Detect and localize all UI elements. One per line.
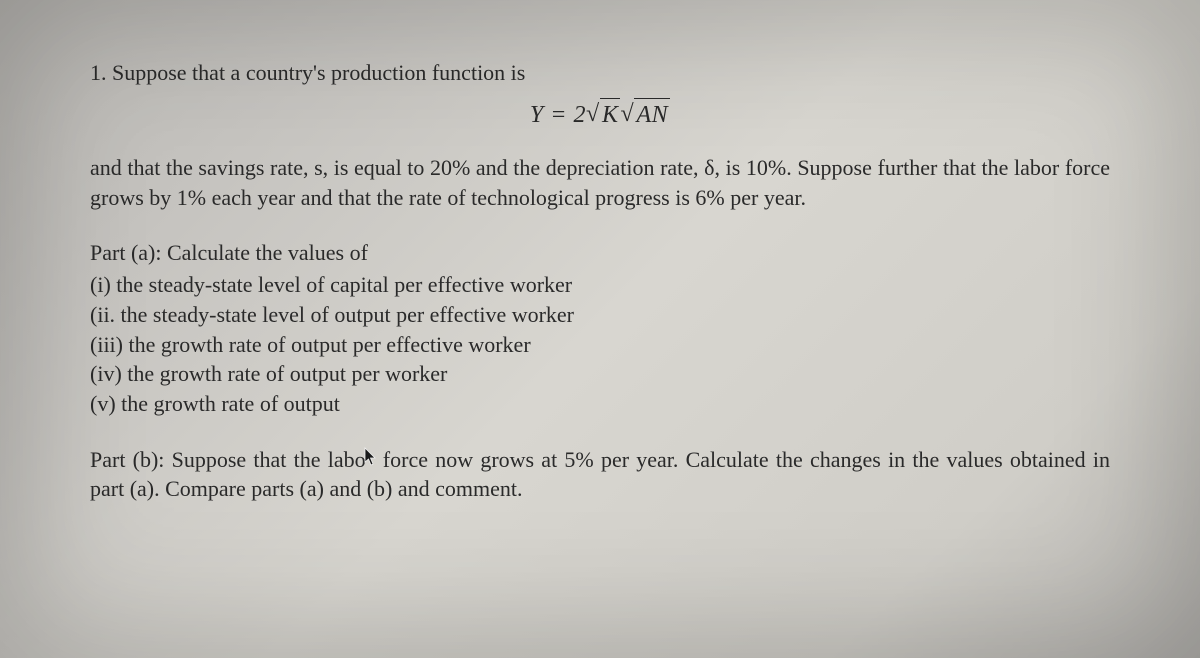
part-b-paragraph: Part (b): Suppose that the labo force no…	[90, 445, 1110, 504]
intro-text: Suppose that a country's production func…	[112, 60, 525, 85]
part-a-item-ii: (ii. the steady-state level of output pe…	[90, 300, 1110, 330]
parameters-paragraph: and that the savings rate, s, is equal t…	[90, 153, 1110, 212]
eq-sqrt-k: K	[586, 98, 621, 131]
part-b-pre-cursor: Part (b): Suppose that the labo	[90, 447, 366, 472]
eq-rad-an: AN	[634, 98, 670, 131]
document-page: 1. Suppose that a country's production f…	[0, 0, 1200, 544]
question-number: 1.	[90, 60, 107, 85]
eq-rad-k: K	[600, 98, 621, 131]
part-a-item-iv: (iv) the growth rate of output per worke…	[90, 359, 1110, 389]
part-a-item-i: (i) the steady-state level of capital pe…	[90, 270, 1110, 300]
question-intro-line: 1. Suppose that a country's production f…	[90, 58, 1110, 88]
eq-sqrt-an: AN	[620, 98, 670, 131]
eq-coef: 2	[573, 102, 586, 128]
production-function-equation: Y = 2K AN	[90, 98, 1110, 131]
eq-lhs: Y	[530, 102, 544, 128]
part-a-header: Part (a): Calculate the values of	[90, 238, 1110, 268]
eq-equals: =	[544, 102, 574, 128]
part-a-item-iii: (iii) the growth rate of output per effe…	[90, 330, 1110, 360]
part-a-item-v: (v) the growth rate of output	[90, 389, 1110, 419]
part-a-list: (i) the steady-state level of capital pe…	[90, 270, 1110, 418]
